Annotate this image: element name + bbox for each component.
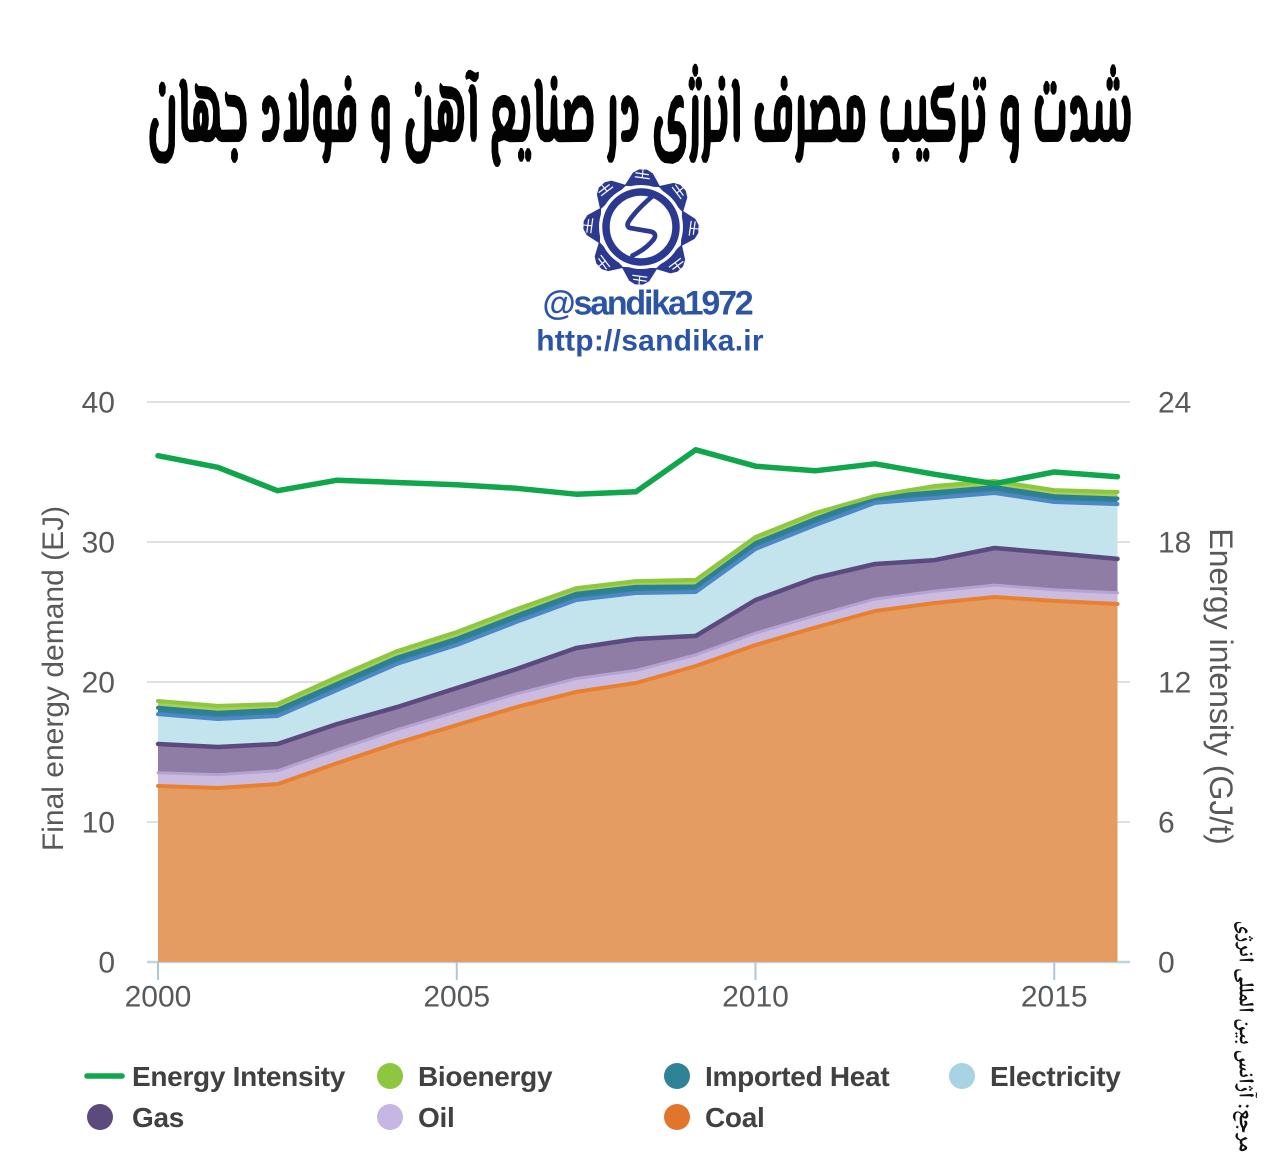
svg-text:Electricity: Electricity	[990, 1061, 1121, 1092]
svg-text:20: 20	[82, 667, 115, 700]
svg-text:@sandika1972: @sandika1972	[542, 285, 752, 323]
svg-text:10: 10	[82, 807, 115, 840]
svg-text:0: 0	[1158, 947, 1175, 980]
svg-text:0: 0	[98, 947, 115, 980]
svg-text:6: 6	[1158, 807, 1175, 840]
svg-text:http://sandika.ir: http://sandika.ir	[536, 325, 764, 358]
svg-text:Bioenergy: Bioenergy	[418, 1061, 553, 1092]
svg-text:Imported Heat: Imported Heat	[705, 1061, 889, 1092]
svg-text:Energy intensity (GJ/t): Energy intensity (GJ/t)	[1203, 528, 1239, 845]
svg-text:Final energy demand (EJ): Final energy demand (EJ)	[37, 506, 70, 851]
svg-text:Gas: Gas	[132, 1102, 184, 1133]
svg-text:2005: 2005	[423, 981, 490, 1014]
svg-text:2000: 2000	[125, 981, 192, 1014]
svg-text:Coal: Coal	[705, 1102, 764, 1133]
svg-text:2015: 2015	[1021, 981, 1088, 1014]
svg-text:Energy Intensity: Energy Intensity	[132, 1061, 346, 1092]
svg-text:30: 30	[82, 527, 115, 560]
svg-text:18: 18	[1158, 527, 1191, 560]
svg-text:40: 40	[82, 387, 115, 420]
svg-text:12: 12	[1158, 667, 1191, 700]
svg-text:24: 24	[1158, 387, 1191, 420]
svg-text:Oil: Oil	[418, 1102, 454, 1133]
svg-text:2010: 2010	[722, 981, 789, 1014]
